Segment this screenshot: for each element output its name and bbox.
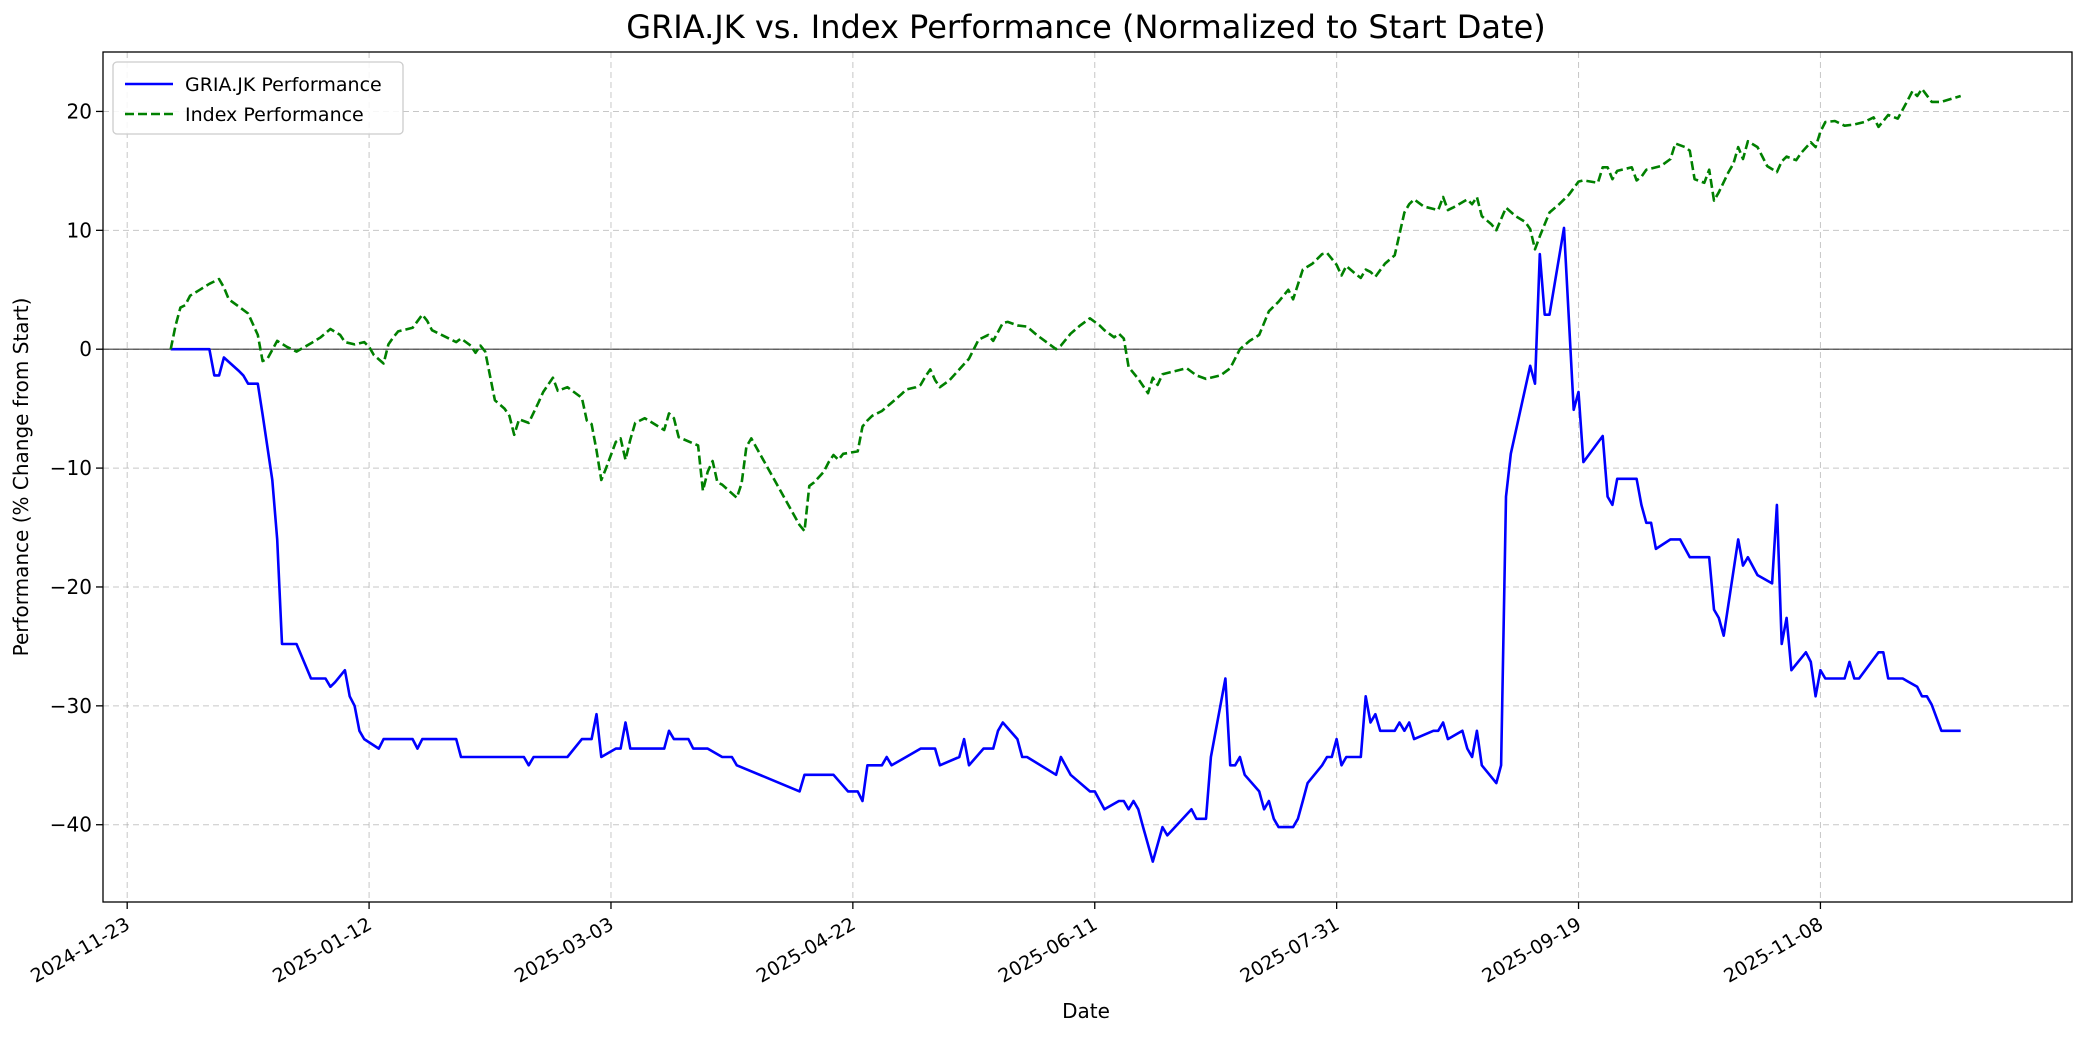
y-tick-label: −20 bbox=[50, 575, 92, 599]
y-tick-label: 0 bbox=[79, 337, 92, 361]
gria-performance-line bbox=[170, 226, 1961, 863]
y-tick-label: 10 bbox=[67, 218, 92, 242]
chart-title: GRIA.JK vs. Index Performance (Normalize… bbox=[626, 8, 1545, 46]
y-tick-label: 20 bbox=[67, 99, 92, 123]
y-tick-label: −40 bbox=[50, 813, 92, 837]
legend-label: GRIA.JK Performance bbox=[185, 74, 382, 96]
legend-label: Index Performance bbox=[185, 104, 364, 126]
y-tick-label: −10 bbox=[50, 456, 92, 480]
index-performance-line bbox=[169, 87, 1962, 533]
legend: GRIA.JK Performance Index Performance bbox=[112, 61, 404, 135]
y-axis-label: Performance (% Change from Start) bbox=[9, 298, 33, 657]
series-lines bbox=[169, 87, 1962, 863]
legend-box bbox=[112, 61, 404, 135]
plot-frame bbox=[102, 51, 2073, 903]
x-axis-label: Date bbox=[1062, 999, 1110, 1023]
y-tick-label: −30 bbox=[50, 694, 92, 718]
